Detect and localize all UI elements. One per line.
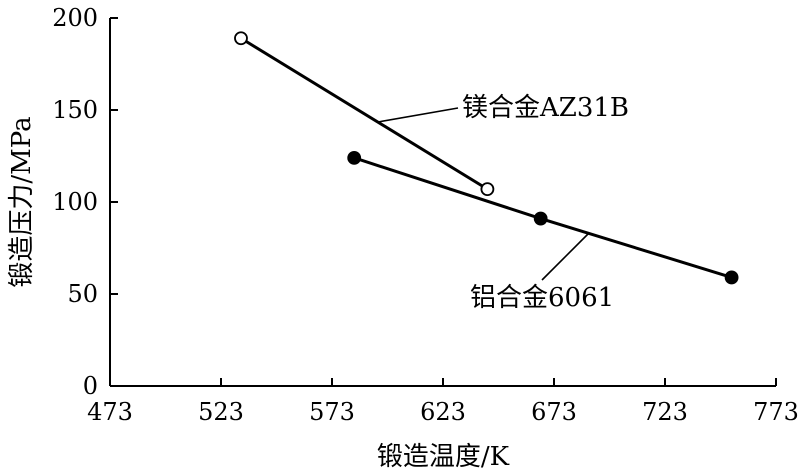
data-point-0 <box>480 182 495 197</box>
ticks: 473 523 573 623 673 723 773 0 50 100 150 200 <box>52 4 798 426</box>
data-point-1 <box>533 211 548 226</box>
y-tick-label: 150 <box>52 96 98 124</box>
y-tick-label: 100 <box>52 188 98 216</box>
x-axis-label: 锻造温度/K <box>377 442 510 472</box>
data-point-0 <box>234 31 248 46</box>
series-label-6061: 铝合金6061 <box>470 283 614 313</box>
plot-frame <box>109 18 776 387</box>
x-tick-label: 673 <box>531 398 577 426</box>
data-point-1 <box>347 150 362 165</box>
leader-lines <box>377 107 589 281</box>
leader-line-az31b <box>377 107 459 123</box>
x-tick-label: 623 <box>420 398 466 426</box>
x-tick-label: 573 <box>309 398 355 426</box>
leader-line-6061 <box>541 233 589 281</box>
x-tick-label: 473 <box>87 398 133 426</box>
series-label-az31b: 镁合金AZ31B <box>462 93 629 123</box>
y-tick-label: 0 <box>83 372 98 400</box>
x-tick-label: 723 <box>642 398 688 426</box>
x-tick-label: 773 <box>753 398 798 426</box>
y-axis-label: 锻造压力/MPa <box>7 116 37 287</box>
y-tick-label: 200 <box>52 4 98 32</box>
data-point-1 <box>724 270 739 285</box>
y-tick-label: 50 <box>67 280 98 308</box>
series-line-0 <box>240 36 489 191</box>
markers <box>234 31 739 285</box>
series-lines <box>240 36 733 279</box>
x-tick-label: 523 <box>198 398 244 426</box>
